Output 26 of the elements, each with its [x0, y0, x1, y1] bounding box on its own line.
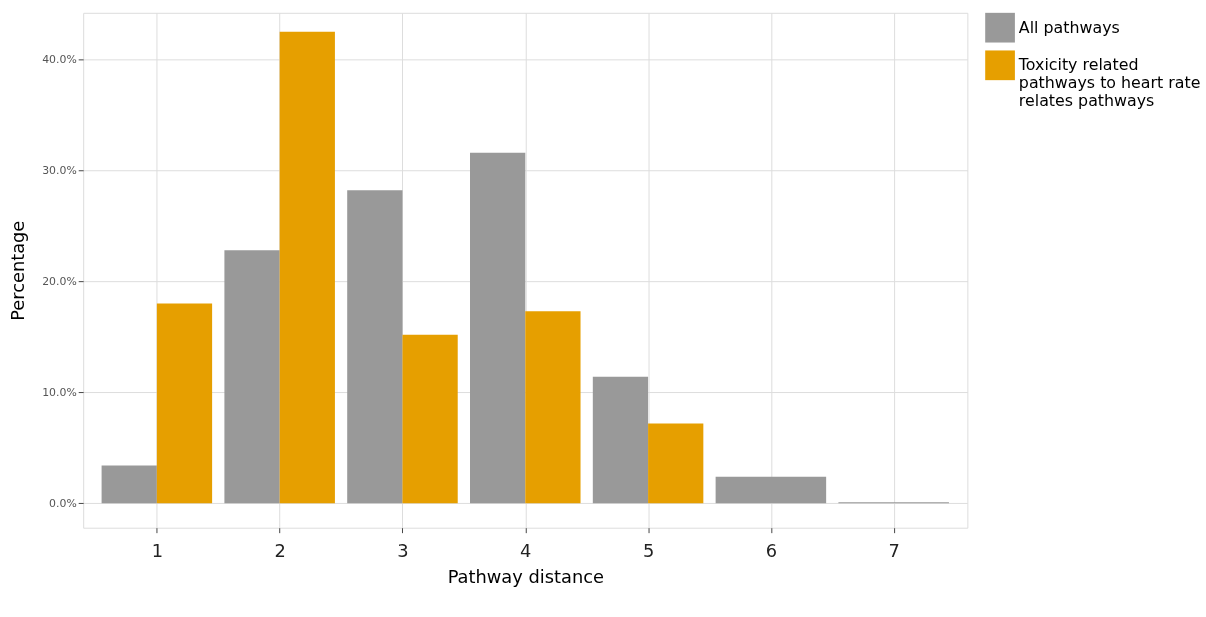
y-tick-label: 40.0% — [42, 52, 77, 66]
x-tick-label: 5 — [642, 539, 655, 561]
y-tick-label: 10.0% — [42, 385, 77, 399]
legend-label: All pathways — [1018, 17, 1120, 37]
bar — [347, 190, 403, 504]
x-axis-title: Pathway distance — [447, 565, 604, 587]
legend-label: Toxicity related pathways to heart rate relates pathways — [1017, 55, 1201, 110]
bar — [156, 303, 213, 504]
bar — [648, 423, 704, 504]
y-axis-title: Percentage — [7, 220, 29, 321]
bar — [470, 152, 526, 504]
x-tick-label: 1 — [151, 539, 164, 561]
x-tick-label: 2 — [274, 539, 286, 561]
bar — [279, 31, 335, 504]
x-tick-label: 6 — [765, 539, 778, 561]
bar — [402, 334, 458, 504]
x-tick-label: 3 — [397, 539, 409, 561]
bar — [101, 465, 157, 504]
y-tick-label: 20.0% — [42, 274, 77, 288]
y-tick-label: 0.0% — [49, 496, 77, 510]
bar — [592, 376, 649, 504]
x-tick-label: 4 — [520, 539, 532, 561]
bar — [224, 250, 280, 504]
bar — [525, 311, 581, 504]
y-tick-label: 30.0% — [42, 163, 77, 177]
x-tick-label: 7 — [888, 539, 900, 561]
